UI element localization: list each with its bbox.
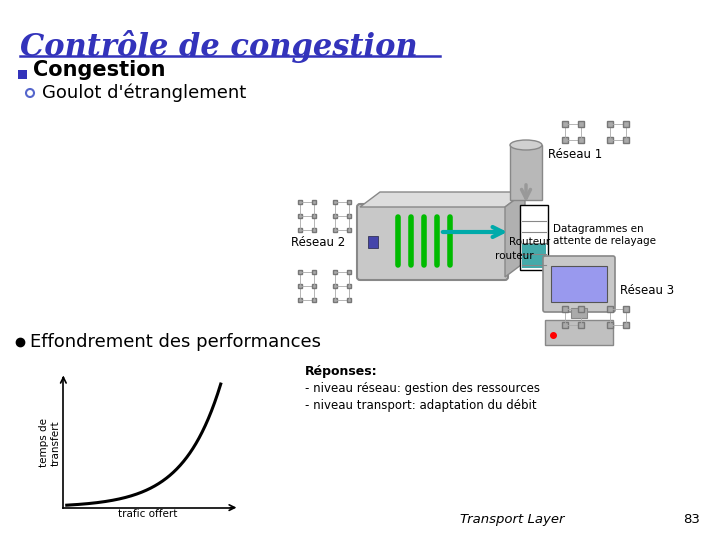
Text: Transport Layer: Transport Layer [460,513,564,526]
Bar [368,236,378,248]
Polygon shape [360,192,525,207]
Bar [545,320,613,345]
Text: Effondrement des performances: Effondrement des performances [30,333,321,351]
Text: 83: 83 [683,513,700,526]
Bar [18,70,27,79]
Text: Réseau 3: Réseau 3 [620,284,674,296]
Ellipse shape [510,140,542,150]
Text: - niveau transport: adaptation du débit: - niveau transport: adaptation du débit [305,399,536,412]
Text: Congestion: Congestion [33,60,166,80]
Y-axis label: temps de
transfert: temps de transfert [39,418,60,467]
FancyBboxPatch shape [357,204,508,280]
Text: Goulot d'étranglement: Goulot d'étranglement [42,84,246,102]
X-axis label: trafic offert: trafic offert [118,509,178,519]
Text: Routeur: Routeur [509,237,550,247]
Text: Réponses:: Réponses: [305,365,377,378]
Text: Datagrammes en
attente de relayage: Datagrammes en attente de relayage [553,224,656,246]
Text: - niveau réseau: gestion des ressources: - niveau réseau: gestion des ressources [305,382,540,395]
Bar [522,243,546,268]
Text: Réseau 1: Réseau 1 [548,148,602,161]
Polygon shape [505,192,525,277]
Text: Contrôle de congestion: Contrôle de congestion [20,30,418,63]
Bar [551,266,607,302]
FancyBboxPatch shape [543,256,615,312]
Bar [510,145,542,200]
Text: Réseau 2: Réseau 2 [291,237,345,249]
Bar [571,308,587,318]
Bar [520,205,548,270]
Text: routeur: routeur [495,251,534,261]
